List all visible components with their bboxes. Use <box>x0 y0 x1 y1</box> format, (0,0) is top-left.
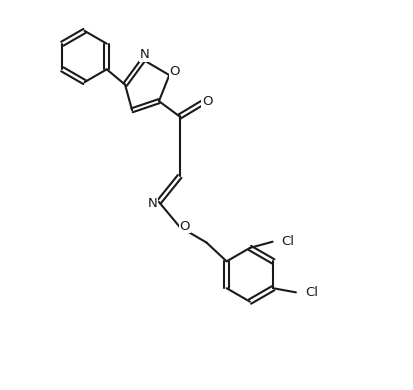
Text: Cl: Cl <box>282 235 295 248</box>
Text: O: O <box>202 95 213 108</box>
Text: N: N <box>147 197 157 210</box>
Text: Cl: Cl <box>305 286 318 299</box>
Text: O: O <box>169 65 180 78</box>
Text: N: N <box>140 48 150 61</box>
Text: O: O <box>179 220 190 232</box>
